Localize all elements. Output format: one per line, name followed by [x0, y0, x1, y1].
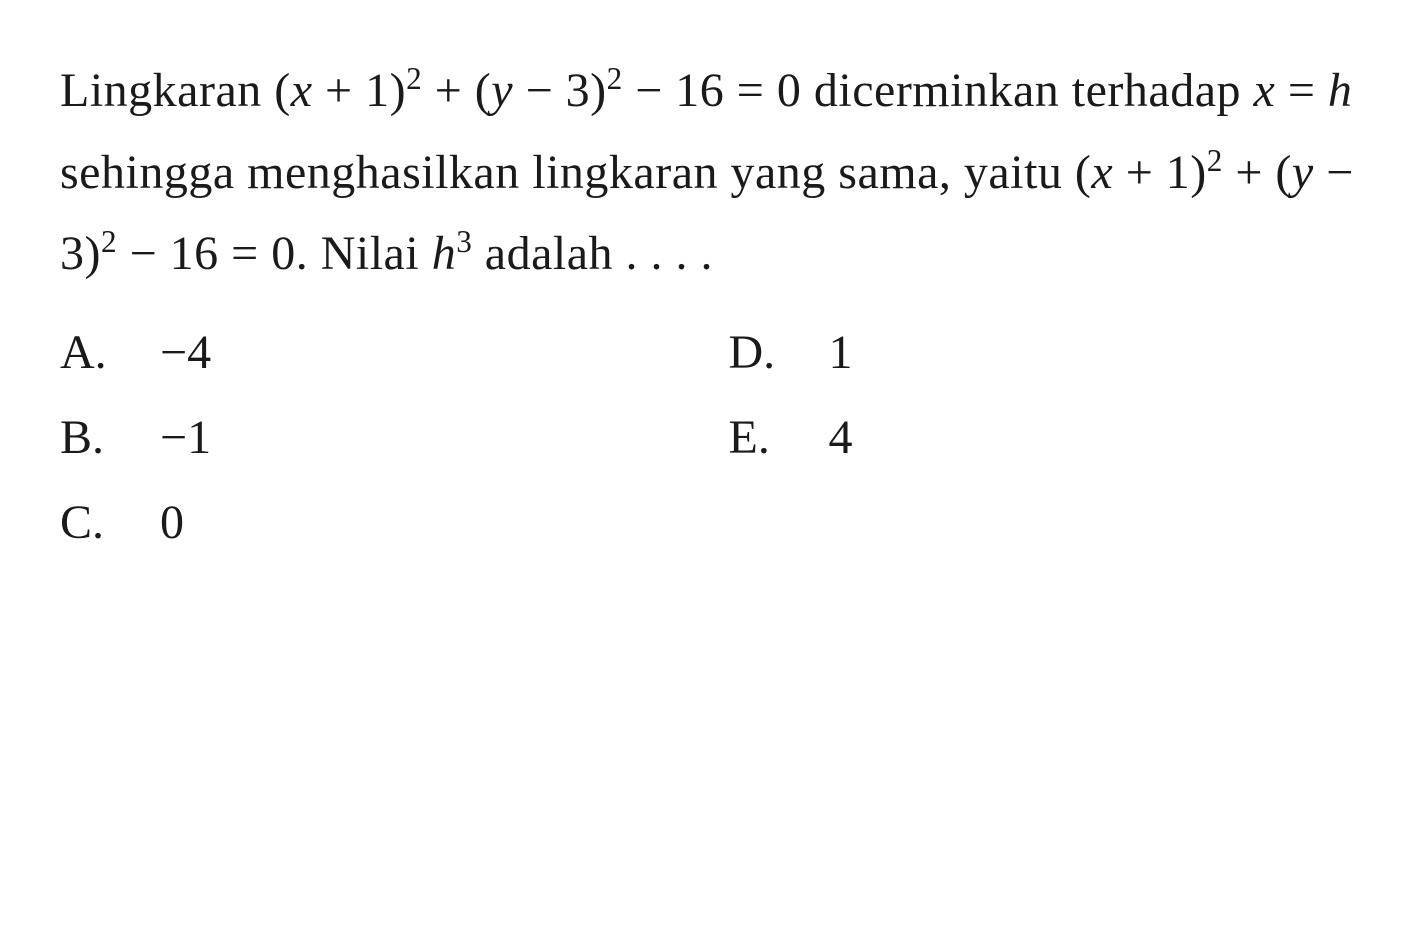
variable-x: x	[1254, 64, 1276, 117]
question-text: Lingkaran (x + 1)2 + (y − 3)2 − 16 = 0 d…	[60, 50, 1357, 295]
option-a: A. −4	[60, 325, 689, 380]
question-fragment: − 16 = 0. Nilai	[117, 227, 432, 280]
options-container: A. −4 D. 1 B. −1 E. 4 C. 0	[60, 325, 1357, 550]
option-b: B. −1	[60, 410, 689, 465]
question-fragment: + (	[422, 64, 491, 117]
option-label-a: A.	[60, 325, 150, 380]
option-label-b: B.	[60, 410, 150, 465]
option-label-c: C.	[60, 495, 150, 550]
question-fragment: =	[1275, 64, 1328, 117]
question-fragment: adalah . . . .	[472, 227, 713, 280]
option-label-d: D.	[729, 325, 819, 380]
option-value-d: 1	[819, 325, 853, 380]
option-value-e: 4	[819, 410, 853, 465]
variable-x: x	[1091, 146, 1113, 199]
option-value-a: −4	[150, 325, 211, 380]
option-label-e: E.	[729, 410, 819, 465]
exponent: 3	[456, 224, 472, 259]
question-fragment: Lingkaran (	[60, 64, 291, 117]
question-fragment: + (	[1223, 146, 1292, 199]
option-c: C. 0	[60, 495, 689, 550]
exponent: 2	[101, 224, 117, 259]
option-d: D. 1	[729, 325, 1358, 380]
question-fragment: + 1)	[313, 64, 407, 117]
variable-x: x	[291, 64, 313, 117]
exponent: 2	[1207, 143, 1223, 178]
question-fragment: + 1)	[1113, 146, 1207, 199]
question-fragment: sehingga menghasilkan lingkaran yang sam…	[60, 146, 1091, 199]
variable-h: h	[432, 227, 457, 280]
variable-y: y	[1292, 146, 1314, 199]
question-fragment: − 3)	[513, 64, 607, 117]
option-value-b: −1	[150, 410, 211, 465]
variable-h: h	[1328, 64, 1353, 117]
option-e: E. 4	[729, 410, 1358, 465]
option-value-c: 0	[150, 495, 184, 550]
exponent: 2	[607, 61, 623, 96]
exponent: 2	[406, 61, 422, 96]
question-fragment: − 16 = 0 dicerminkan terhadap	[623, 64, 1254, 117]
variable-y: y	[491, 64, 513, 117]
